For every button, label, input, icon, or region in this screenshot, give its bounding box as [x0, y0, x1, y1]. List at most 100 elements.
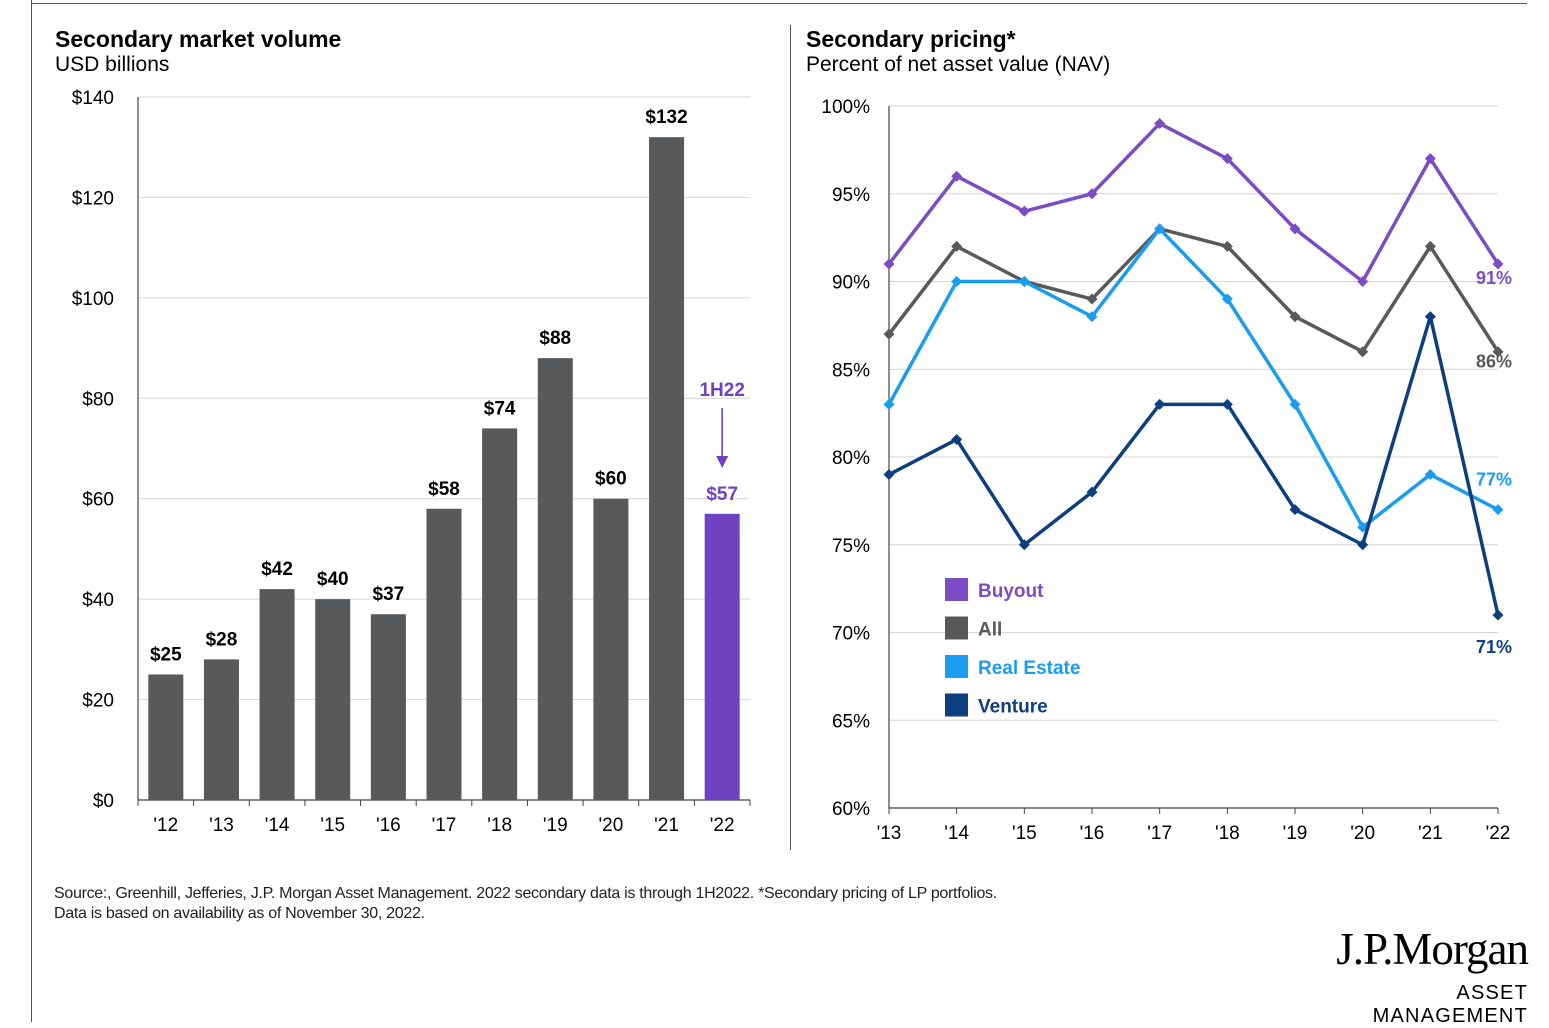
legend-label: Venture	[978, 697, 1048, 718]
series-point	[1492, 258, 1504, 270]
series-point	[1424, 311, 1436, 323]
bar-y-tick-label: $0	[93, 791, 114, 812]
legend-label: Buyout	[978, 581, 1044, 602]
logo-wordmark: J.P.Morgan	[1336, 924, 1529, 974]
line-x-tick-label: '14	[944, 823, 969, 844]
series-point	[1086, 311, 1098, 323]
annotation-arrow-head	[716, 456, 729, 468]
series-line-venture	[888, 314, 1500, 616]
bar-value-label: $28	[206, 629, 238, 650]
bar-value-label: $88	[539, 328, 571, 349]
frame-top-border	[31, 3, 1527, 4]
bar-value-label: $74	[484, 398, 516, 419]
source-line-1: Source:, Greenhill, Jefferies, J.P. Morg…	[54, 885, 997, 902]
series-point	[883, 398, 895, 410]
left-chart-title: Secondary market volume	[55, 26, 342, 52]
bar-value-label: $132	[645, 107, 687, 128]
series-point	[883, 258, 895, 270]
series-point	[951, 433, 963, 445]
line-x-tick-label: '22	[1486, 823, 1511, 844]
line-x-tick-label: '21	[1418, 823, 1443, 844]
volume-bar	[593, 498, 629, 800]
source-note: Source:, Greenhill, Jefferies, J.P. Morg…	[54, 884, 997, 924]
line-y-tick-label: 80%	[832, 448, 870, 469]
series-point	[1018, 276, 1030, 287]
series-point	[1492, 504, 1504, 516]
series-point	[1289, 223, 1301, 235]
series-point	[1289, 311, 1301, 323]
series-line-all	[887, 227, 1500, 354]
line-y-tick-label: 65%	[832, 711, 870, 732]
right-chart-subtitle: Percent of net asset value (NAV)	[806, 53, 1111, 76]
logo-tagline: ASSET MANAGEMENT	[1372, 982, 1528, 1027]
line-x-tick-label: '19	[1283, 823, 1308, 844]
bar-value-label: $58	[428, 479, 460, 500]
series-point	[1086, 293, 1098, 305]
frame-left-border	[31, 0, 32, 1022]
panel-divider	[790, 25, 791, 850]
left-chart-subtitle: USD billions	[55, 53, 170, 76]
line-y-tick-label: 70%	[832, 624, 870, 645]
line-x-tick-label: '13	[877, 823, 902, 844]
series-point	[1424, 240, 1436, 252]
bar-x-tick-label: '14	[265, 815, 290, 836]
bar-y-tick-label: $100	[72, 289, 114, 310]
volume-bar	[537, 358, 573, 800]
bar-y-tick-label: $40	[82, 590, 114, 611]
series-point	[1221, 293, 1233, 305]
series-point	[951, 240, 963, 252]
line-x-tick-label: '20	[1350, 823, 1375, 844]
series-point	[883, 469, 895, 481]
right-chart-title: Secondary pricing*	[806, 26, 1016, 52]
series-point	[1424, 153, 1436, 165]
bar-y-tick-label: $140	[72, 88, 114, 109]
bar-value-label: $40	[317, 569, 349, 590]
series-point	[951, 276, 963, 287]
legend-label: All	[978, 620, 1002, 641]
series-end-label: 77%	[1476, 470, 1512, 490]
line-y-tick-label: 100%	[821, 97, 870, 118]
line-y-tick-label: 60%	[832, 799, 870, 820]
bar-x-tick-label: '20	[599, 815, 624, 836]
volume-bar	[148, 674, 184, 800]
volume-bar	[426, 508, 462, 800]
series-point	[1221, 398, 1233, 410]
bar-value-label: $57	[706, 484, 738, 505]
series-point	[1289, 504, 1301, 516]
line-y-tick-label: 90%	[832, 273, 870, 294]
bar-y-tick-label: $80	[82, 389, 114, 410]
bar-value-label: $60	[595, 469, 627, 490]
series-point	[1357, 539, 1369, 551]
series-point	[1154, 223, 1166, 235]
series-line-buyout	[887, 121, 1500, 284]
series-point	[1221, 153, 1233, 165]
bar-x-tick-label: '21	[654, 815, 679, 836]
series-point	[1492, 609, 1504, 621]
bar-x-tick-label: '17	[432, 815, 457, 836]
bar-y-tick-label: $120	[72, 188, 114, 209]
line-x-tick-label: '17	[1147, 823, 1172, 844]
jpmorgan-logo: J.P.Morgan ASSET MANAGEMENT	[1300, 924, 1529, 1028]
series-end-label: 71%	[1476, 637, 1512, 657]
series-point	[1018, 539, 1030, 551]
volume-bar	[259, 589, 295, 800]
series-line-real-estate	[887, 227, 1499, 529]
volume-bar	[482, 428, 518, 800]
volume-bar	[370, 614, 406, 800]
series-point	[951, 170, 963, 182]
volume-bar	[704, 513, 740, 800]
bar-x-tick-label: '22	[710, 815, 735, 836]
legend-swatch	[945, 693, 968, 717]
legend-swatch	[945, 655, 968, 678]
series-point	[883, 328, 895, 340]
bar-x-tick-label: '15	[320, 815, 345, 836]
series-point	[1492, 346, 1504, 358]
series-point	[1086, 188, 1098, 200]
source-line-2: Data is based on availability as of Nove…	[54, 905, 425, 922]
line-x-tick-label: '18	[1215, 823, 1240, 844]
series-end-label: 91%	[1476, 268, 1512, 288]
bar-value-label: $25	[150, 644, 182, 665]
series-point	[1154, 118, 1166, 130]
bar-value-label: $42	[261, 559, 293, 580]
